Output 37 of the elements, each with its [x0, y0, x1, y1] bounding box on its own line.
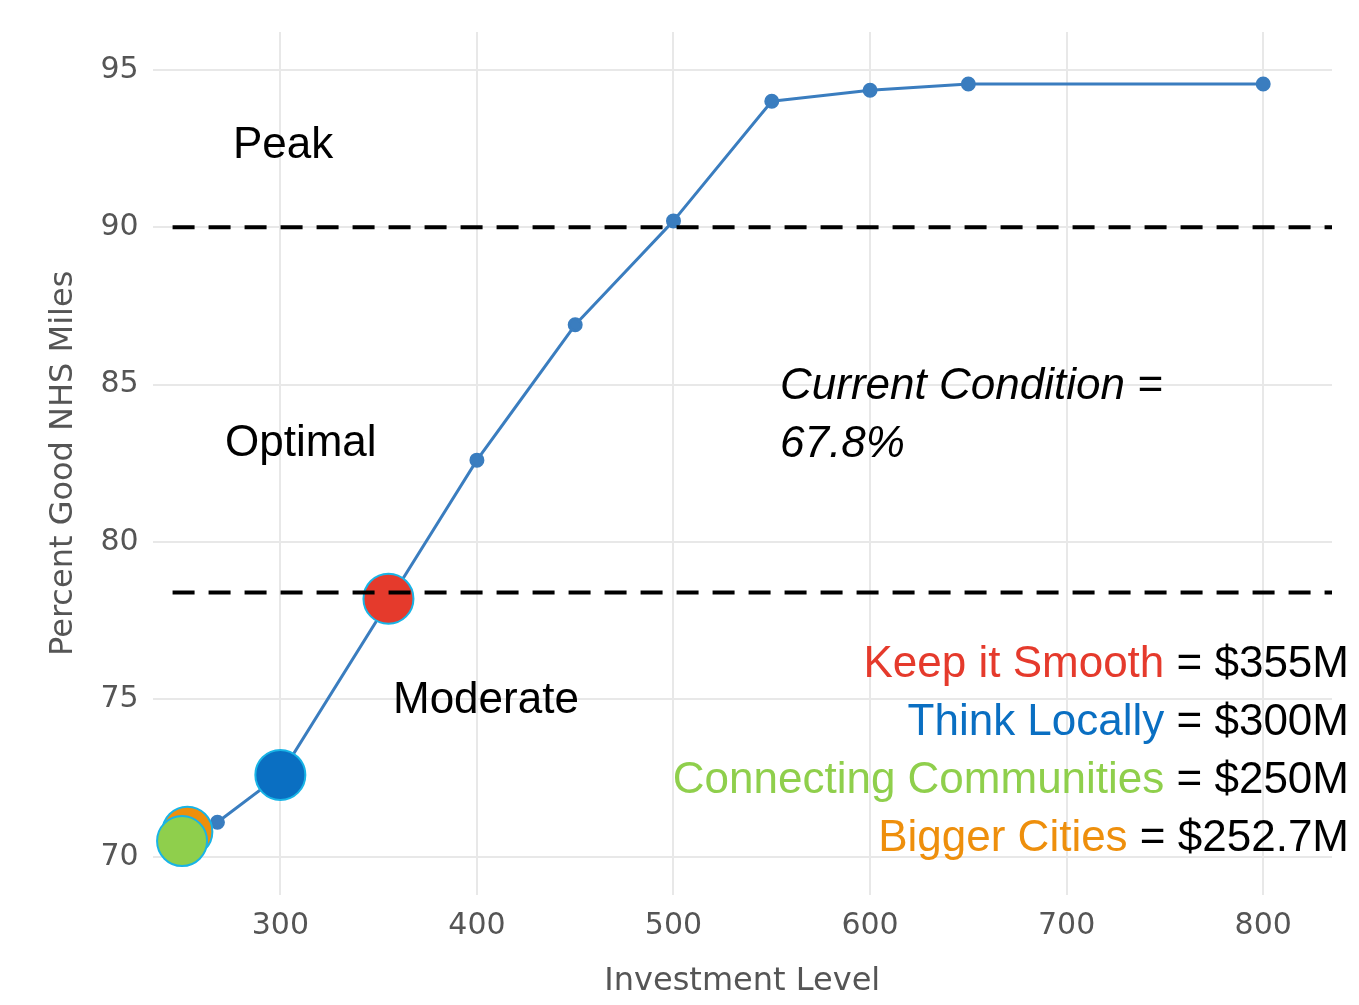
- x-tick-label: 300: [251, 906, 309, 942]
- y-tick-label: 75: [100, 679, 139, 715]
- point: [362, 572, 415, 625]
- point: [254, 748, 307, 801]
- point: [209, 814, 225, 830]
- annotation: = $250M: [1175, 753, 1349, 802]
- x-axis-title: Investment Level: [604, 960, 881, 999]
- annotation: = $252.7M: [1138, 811, 1349, 860]
- y-axis-title: Percent Good NHS Miles: [41, 270, 80, 656]
- point: [1255, 76, 1271, 92]
- point: [156, 815, 209, 868]
- y-tick-label: 80: [100, 521, 139, 557]
- point: [665, 213, 681, 229]
- y-tick-label: 70: [100, 836, 139, 872]
- annotation: Current Condition = 67.8%: [780, 358, 1164, 468]
- x-tick-label: 800: [1234, 906, 1292, 942]
- point: [567, 317, 583, 333]
- point: [764, 93, 780, 109]
- annotation: = $355M: [1175, 637, 1349, 686]
- text: Connecting Communities: [672, 753, 1165, 802]
- x-tick-label: 600: [841, 906, 899, 942]
- y-tick-label: 85: [100, 364, 139, 400]
- x-tick-label: 500: [644, 906, 703, 942]
- x-tick-label: 400: [448, 906, 506, 942]
- text: Bigger Cities: [878, 811, 1128, 860]
- point: [862, 82, 878, 98]
- annotation: = $300M: [1175, 695, 1349, 744]
- annotation: Optimal: [225, 416, 377, 466]
- text: Keep it Smooth: [863, 637, 1165, 686]
- x-tick-label: 700: [1038, 906, 1096, 942]
- point: [469, 452, 485, 468]
- y-tick-label: 90: [100, 206, 139, 242]
- annotation: Moderate: [393, 673, 579, 723]
- y-tick-label: 95: [100, 49, 139, 85]
- point: [960, 76, 976, 92]
- text: Think Locally: [907, 695, 1165, 744]
- annotation: Peak: [233, 118, 334, 168]
